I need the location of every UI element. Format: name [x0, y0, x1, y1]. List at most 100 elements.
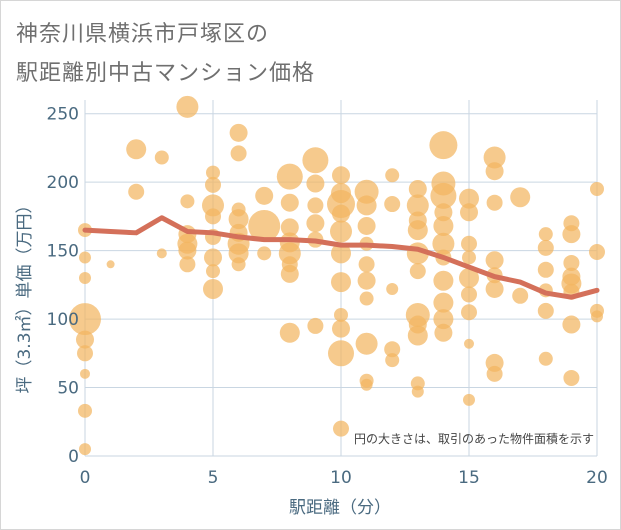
x-axis-label: 駅距離（分）: [289, 498, 391, 518]
bubble-point: [562, 315, 581, 334]
bubble-point: [248, 209, 281, 242]
trend-line-layer: [82, 215, 600, 300]
bubble-layer: [69, 95, 605, 456]
bubble-point: [178, 241, 197, 260]
bubble-point: [538, 227, 553, 242]
y-tick-label: 250: [47, 105, 79, 125]
bubble-point: [180, 194, 195, 209]
bubble-point: [563, 254, 580, 271]
bubble-point: [332, 319, 350, 338]
x-tick-label: 5: [208, 468, 219, 488]
chart-title-line2: 駅距離別中古マンション価格: [16, 61, 316, 86]
bubble-point: [432, 232, 455, 255]
bubble-point: [430, 182, 457, 209]
bubble-point: [433, 215, 454, 236]
average-price-line: [82, 215, 600, 300]
bubble-point: [563, 369, 580, 386]
bubble-point: [407, 220, 428, 241]
bubble-point: [333, 420, 349, 437]
bubble-point: [156, 248, 167, 259]
bubble-point: [154, 150, 169, 165]
bubble-point: [257, 246, 272, 261]
bubble-point: [203, 278, 223, 299]
bubble-point: [461, 304, 477, 321]
x-tick-label: 15: [458, 468, 480, 488]
bubble-point: [307, 317, 324, 334]
bubble-point: [205, 208, 221, 225]
bubble-point: [280, 218, 299, 237]
bubble-point: [307, 197, 324, 214]
bubble-point: [280, 264, 299, 283]
bubble-point: [357, 216, 376, 235]
bubble-point: [386, 282, 399, 295]
bubble-point: [302, 147, 329, 174]
bubble-point: [280, 193, 299, 212]
bubble-point: [461, 286, 477, 303]
bubble-point: [77, 345, 93, 362]
y-tick-label: 0: [68, 447, 79, 467]
bubble-point: [385, 353, 400, 368]
bubble-point: [407, 325, 428, 346]
bubble-point: [384, 196, 401, 213]
bubble-point: [537, 239, 554, 256]
bubble-point: [231, 257, 246, 272]
bubble-point: [406, 194, 429, 217]
bubble-point: [360, 378, 373, 391]
bubble-point: [228, 209, 249, 230]
bubble-point: [429, 131, 458, 160]
bubble-point: [230, 145, 247, 162]
bubble-point: [79, 443, 91, 456]
bubble-point: [255, 186, 274, 205]
bubble-point: [486, 365, 503, 382]
x-tick-label: 20: [586, 468, 608, 488]
bubble-point: [459, 268, 479, 288]
bubble-point: [76, 330, 94, 349]
bubble-point: [330, 220, 352, 243]
bubble-point: [228, 243, 249, 264]
bubble-point: [562, 225, 581, 244]
bubble-point: [461, 235, 477, 252]
bubble-point: [409, 263, 426, 280]
bubble-point: [463, 393, 475, 406]
bubble-point: [276, 163, 303, 190]
bubble-point: [179, 256, 196, 273]
chart-title-line1: 神奈川県横浜市戸塚区の: [16, 22, 270, 47]
bubble-point: [206, 165, 220, 180]
bubble-point: [433, 292, 454, 313]
bubble-point: [331, 243, 351, 264]
bubble-point: [486, 194, 503, 211]
bubble-point: [331, 272, 351, 293]
bubble-point: [538, 351, 553, 366]
bubble-point: [433, 270, 454, 291]
bubble-point: [306, 174, 325, 193]
bubble-point: [485, 162, 504, 181]
bubble-point: [334, 307, 348, 322]
bubble-point: [589, 243, 605, 260]
bubble-point: [510, 187, 531, 208]
bubble-point: [433, 309, 454, 330]
bubble-point: [434, 203, 453, 222]
bubble-point: [459, 188, 479, 209]
y-tick-label: 150: [47, 242, 79, 262]
bubble-point: [384, 341, 401, 358]
bubble-point: [128, 183, 145, 200]
bubble-point: [79, 272, 91, 284]
bubble-point: [126, 139, 147, 160]
bubble-point: [537, 261, 554, 278]
x-tick-label: 10: [330, 468, 352, 488]
bubble-point: [464, 338, 474, 349]
bubble-point: [512, 287, 529, 304]
bubble-point: [106, 260, 115, 269]
bubble-point: [332, 204, 350, 223]
bubble-point: [359, 291, 374, 306]
bubble-point: [206, 264, 220, 279]
bubble-point: [485, 279, 504, 298]
bubble-point: [355, 332, 378, 355]
bubble-point: [332, 166, 350, 185]
bubble-point: [204, 248, 222, 267]
bubble-point: [78, 403, 92, 418]
bubble-point: [485, 251, 504, 270]
bubble-point: [590, 182, 604, 196]
